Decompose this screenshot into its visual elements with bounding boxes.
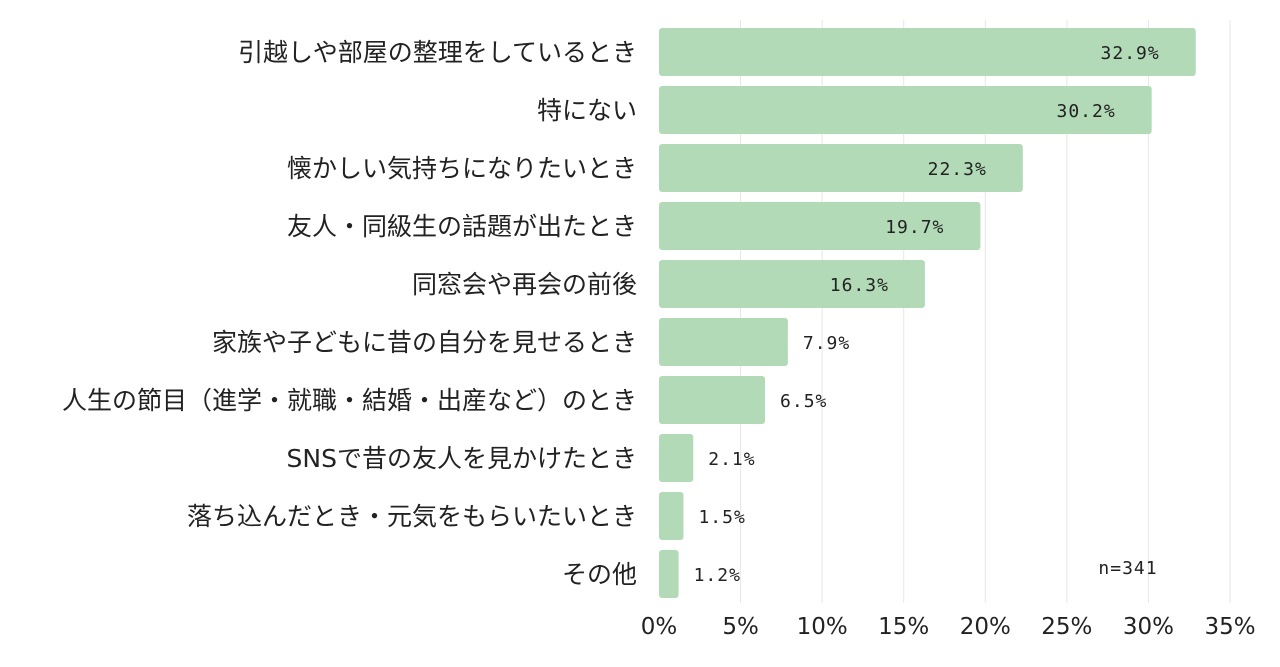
value-label: 30.2%	[1057, 101, 1116, 122]
value-label: 2.1%	[708, 449, 755, 470]
value-label: 22.3%	[928, 159, 987, 180]
x-tick-label: 0%	[641, 614, 678, 640]
bar	[659, 434, 694, 482]
bar	[659, 86, 1152, 134]
bar	[659, 376, 766, 424]
bar	[659, 28, 1196, 76]
x-tick-label: 10%	[797, 614, 848, 640]
category-label: 家族や子どもに昔の自分を見せるとき	[212, 328, 637, 357]
category-label: 友人・同級生の話題が出たとき	[287, 212, 637, 241]
category-label: 人生の節目（進学・就職・結婚・出産など）のとき	[62, 386, 637, 415]
value-label: 1.5%	[698, 507, 745, 528]
value-label: 19.7%	[885, 217, 944, 238]
value-label: 6.5%	[780, 391, 827, 412]
bar	[659, 318, 788, 366]
bar	[659, 492, 684, 540]
category-label: 同窓会や再会の前後	[412, 270, 637, 299]
bar	[659, 550, 679, 598]
x-tick-label: 30%	[1123, 614, 1174, 640]
category-label: 懐かしい気持ちになりたいとき	[287, 154, 637, 183]
value-label: 16.3%	[830, 275, 889, 296]
x-axis-ticks: 0% 5% 10% 15% 20% 25% 30% 35%	[641, 614, 1256, 640]
x-tick-label: 20%	[960, 614, 1011, 640]
x-tick-label: 5%	[722, 614, 759, 640]
category-labels: 引越しや部屋の整理をしているとき特にない懐かしい気持ちになりたいとき友人・同級生…	[62, 38, 637, 589]
category-label: その他	[562, 560, 637, 589]
x-tick-label: 35%	[1204, 614, 1255, 640]
bar	[659, 202, 981, 250]
category-label: 引越しや部屋の整理をしているとき	[238, 38, 637, 67]
category-label: SNSで昔の友人を見かけたとき	[287, 444, 637, 473]
category-label: 落ち込んだとき・元気をもらいたいとき	[187, 502, 637, 531]
value-label: 1.2%	[694, 565, 741, 586]
category-label: 特にない	[537, 96, 637, 125]
bars	[659, 28, 1196, 598]
bar	[659, 260, 925, 308]
value-label: 7.9%	[803, 333, 850, 354]
x-tick-label: 25%	[1041, 614, 1092, 640]
value-label: 32.9%	[1101, 43, 1160, 64]
x-tick-label: 15%	[878, 614, 929, 640]
value-labels: 32.9% 30.2% 22.3% 19.7% 16.3% 7.9% 6.5% 2.1% 1.5…	[694, 43, 1160, 586]
sample-size-note: n=341	[1098, 558, 1157, 579]
bar	[659, 144, 1023, 192]
